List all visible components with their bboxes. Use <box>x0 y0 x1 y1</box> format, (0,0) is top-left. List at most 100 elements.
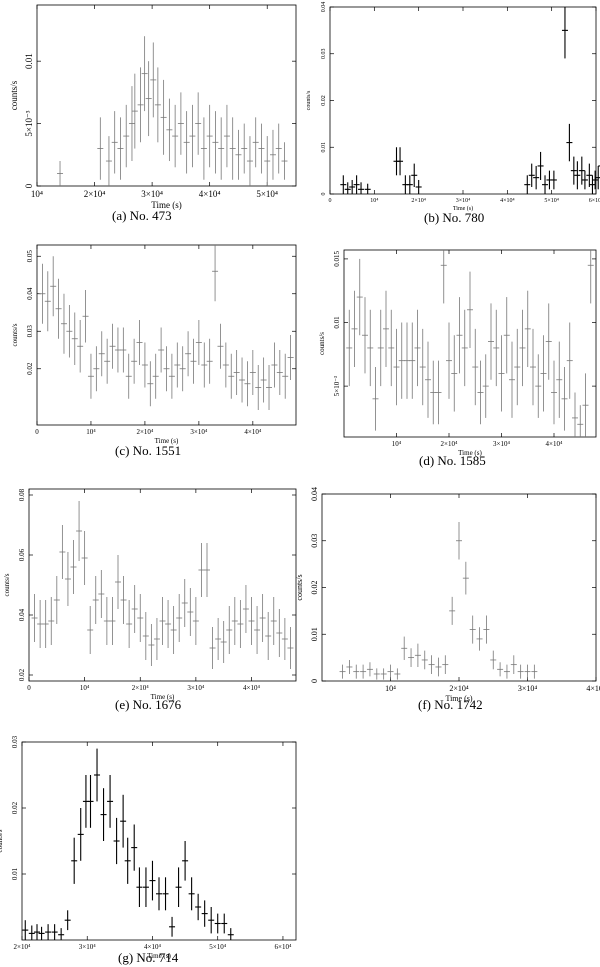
x-tick-label: 3×10⁴ <box>518 684 538 693</box>
y-axis-label: counts/s <box>0 829 4 852</box>
x-axis-label: Time (s) <box>151 693 175 701</box>
data-point <box>578 156 585 185</box>
data-point <box>77 808 84 861</box>
data-point <box>109 597 116 645</box>
data-point <box>367 309 374 387</box>
x-tick-label: 3×10⁴ <box>190 428 207 436</box>
data-point <box>535 354 542 418</box>
data-point <box>208 907 215 934</box>
data-point <box>48 597 55 645</box>
y-tick-label: 0.04 <box>18 608 26 621</box>
data-point <box>451 335 458 412</box>
x-tick-label: 10⁴ <box>385 684 396 693</box>
x-tick-label: 3×10⁴ <box>187 684 204 692</box>
y-tick-label: 0.015 <box>333 251 341 267</box>
data-point <box>498 335 505 412</box>
data-point <box>581 170 588 190</box>
data-point <box>187 588 194 636</box>
data-point <box>131 824 138 871</box>
panel-a: 10⁴ 2×10⁴ 3×10⁴ 4×10⁴ 5×10⁴ 0 5×10⁻³ 0.01 Time (… <box>0 0 300 230</box>
x-tick-label: 3×10⁴ <box>141 189 163 199</box>
data-point <box>528 163 535 187</box>
data-point <box>406 175 413 194</box>
data-point <box>147 361 154 407</box>
data-point <box>105 136 112 186</box>
data-point <box>586 163 593 187</box>
x-tick-label: 2×10⁴ <box>84 189 106 199</box>
data-point <box>220 621 227 663</box>
data-point <box>64 552 71 606</box>
data-point <box>493 309 500 387</box>
data-point <box>566 123 573 162</box>
data-point <box>177 92 184 155</box>
data-point <box>117 117 124 180</box>
y-tick-label: 0.02 <box>11 801 19 814</box>
data-point <box>421 650 428 670</box>
plot-frame <box>36 244 297 426</box>
data-point <box>97 117 104 180</box>
data-point <box>183 111 190 174</box>
data-point <box>281 618 288 660</box>
data-point <box>142 867 149 907</box>
data-point <box>551 360 557 425</box>
data-point <box>152 353 159 399</box>
caption-a: (a) No. 473 <box>112 208 172 223</box>
data-point <box>254 606 261 654</box>
data-point <box>71 312 78 365</box>
data-point <box>372 367 379 431</box>
data-point <box>456 297 463 374</box>
data-point <box>358 182 365 194</box>
data-point <box>158 327 165 373</box>
data-point <box>477 360 484 425</box>
data-point <box>556 341 563 418</box>
data-point <box>282 353 289 399</box>
data-point <box>131 73 138 149</box>
data-point <box>115 555 121 609</box>
data-point <box>66 305 73 358</box>
x-tick-label: 10⁴ <box>80 684 90 692</box>
x-tick-label: 2×10⁴ <box>136 428 153 436</box>
panel-g: 2×10⁴ 3×10⁴ 4×10⁴ 5×10⁴ 6×10⁴ 0.01 0.02 0.03 Tim… <box>0 730 300 967</box>
data-point <box>39 263 46 324</box>
data-point <box>120 794 127 848</box>
data-point <box>22 920 29 940</box>
data-point <box>582 373 589 437</box>
data-point <box>476 627 483 651</box>
data-point <box>107 775 114 828</box>
chart-g: 2×10⁴ 3×10⁴ 4×10⁴ 5×10⁴ 6×10⁴ 0.01 0.02 0.03 Tim… <box>0 735 297 960</box>
data-point <box>150 42 157 118</box>
data-point <box>87 606 94 654</box>
data-point <box>561 367 568 431</box>
data-point <box>131 585 138 633</box>
x-axis-label: Time (s) <box>151 200 181 210</box>
data-point <box>206 338 213 384</box>
y-tick-label: 0.05 <box>26 250 34 263</box>
data-point <box>64 910 71 931</box>
data-point <box>425 341 431 418</box>
x-tick-label: 0 <box>27 684 31 692</box>
x-tick-label: 5×10⁴ <box>256 189 278 199</box>
data-point <box>577 405 584 437</box>
data-point <box>160 79 167 155</box>
caption-g: (g) No. 714 <box>118 950 179 965</box>
data-point <box>201 342 208 388</box>
data-point <box>344 182 351 194</box>
data-point <box>50 256 57 317</box>
data-point <box>163 346 170 392</box>
plot-frame <box>36 4 297 187</box>
data-point <box>380 668 387 680</box>
chart-f: 10⁴ 2×10⁴ 3×10⁴ 4×10⁴ 0 0.01 0.02 0.03 0.04 Time … <box>295 487 600 703</box>
data-point <box>142 612 149 660</box>
data-point <box>223 104 230 168</box>
data-point <box>55 278 62 339</box>
data-point <box>446 322 452 399</box>
data-point <box>111 111 118 174</box>
plot-frame <box>21 741 297 941</box>
y-tick-label: 0.04 <box>321 2 327 13</box>
data-point <box>537 151 544 180</box>
y-axis-label: counts/s <box>3 573 11 596</box>
caption-d: (d) No. 1585 <box>419 453 486 468</box>
data-point <box>162 877 169 911</box>
data-point <box>356 258 363 336</box>
data-point <box>456 522 462 560</box>
